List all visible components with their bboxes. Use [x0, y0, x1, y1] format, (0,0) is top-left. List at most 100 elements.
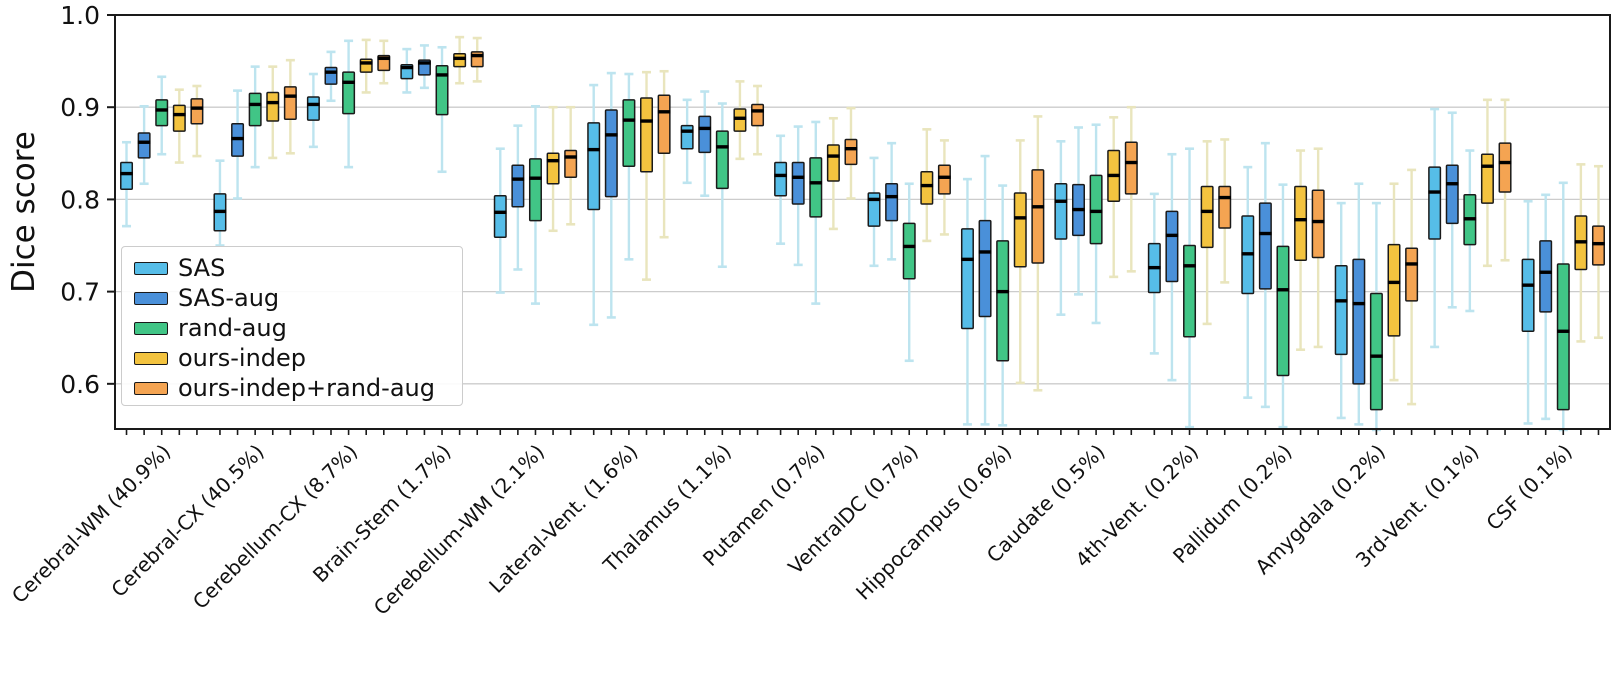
box-ours-indep+rand-aug-4	[564, 149, 578, 179]
box-SAS-aug-0	[137, 132, 151, 159]
box-rand-aug-0	[155, 99, 169, 127]
box-SAS-9	[960, 228, 974, 330]
box-rand-aug-5	[622, 99, 636, 167]
y-tick-label: 0.7	[60, 278, 100, 307]
whiskers	[122, 35, 1603, 432]
box-ours-indep+rand-aug-7	[844, 138, 858, 166]
box-SAS-aug-9	[978, 219, 992, 318]
box-SAS-aug-7	[791, 161, 805, 205]
box-ours-indep+rand-aug-8	[937, 164, 951, 195]
legend-label: SAS	[178, 254, 226, 282]
box-ours-indep+rand-aug-9	[1031, 169, 1045, 264]
box-ours-indep-0	[172, 104, 186, 132]
box-ours-indep-6	[733, 108, 747, 132]
box-rand-aug-12	[1276, 245, 1290, 377]
box-ours-indep-14	[1480, 153, 1494, 204]
x-tick-label: CSF (0.1%)	[1481, 440, 1576, 535]
legend-item-SAS: SAS	[134, 253, 462, 283]
box-ours-indep+rand-aug-5	[657, 94, 671, 155]
boxes	[120, 51, 1605, 411]
box-ours-indep+rand-aug-6	[751, 103, 765, 127]
box-rand-aug-10	[1089, 174, 1103, 245]
legend-item-rand-aug: rand-aug	[134, 313, 462, 343]
legend-swatch-icon	[134, 351, 168, 365]
box-rand-aug-3	[435, 64, 449, 116]
box-ours-indep-1	[266, 91, 280, 122]
box-rand-aug-4	[528, 158, 542, 222]
legend-swatch-icon	[134, 321, 168, 335]
legend: SAS SAS-aug rand-aug ours-indep ours-indep+r…	[121, 246, 463, 406]
box-SAS-aug-14	[1445, 164, 1459, 225]
legend-label: ours-indep+rand-aug	[178, 374, 435, 402]
box-rand-aug-1	[248, 92, 262, 127]
box-ours-indep-7	[826, 144, 840, 182]
box-SAS-aug-6	[698, 115, 712, 154]
box-SAS-5	[587, 122, 601, 211]
legend-label: ours-indep	[178, 344, 307, 372]
legend-swatch-icon	[134, 381, 168, 395]
box-ours-indep+rand-aug-12	[1311, 189, 1325, 259]
box-SAS-8	[867, 192, 881, 227]
y-tick-label: 1.0	[60, 1, 100, 30]
box-ours-indep-11	[1200, 185, 1214, 249]
box-ours-indep+rand-aug-11	[1218, 185, 1232, 229]
y-tick-label: 0.8	[60, 185, 100, 214]
box-ours-indep+rand-aug-15	[1591, 225, 1605, 266]
box-SAS-6	[680, 124, 694, 150]
box-SAS-aug-15	[1539, 240, 1553, 313]
legend-item-ours-indep+rand-aug: ours-indep+rand-aug	[134, 373, 462, 403]
box-ours-indep+rand-aug-13	[1405, 247, 1419, 302]
box-rand-aug-13	[1369, 292, 1383, 411]
legend-item-ours-indep: ours-indep	[134, 343, 462, 373]
box-SAS-0	[120, 161, 134, 191]
box-ours-indep-4	[546, 152, 560, 185]
box-rand-aug-8	[902, 222, 916, 280]
legend-swatch-icon	[134, 261, 168, 275]
box-ours-indep-8	[920, 170, 934, 205]
y-axis-label: Dice score	[6, 131, 42, 293]
box-ours-indep+rand-aug-1	[283, 86, 297, 120]
x-tick-label: Cerebellum-WM (2.1%)	[369, 440, 549, 620]
y-tick-label: 0.9	[60, 93, 100, 122]
box-ours-indep-12	[1294, 185, 1308, 262]
box-ours-indep-5	[640, 97, 654, 173]
box-rand-aug-6	[715, 130, 729, 190]
box-SAS-aug-5	[604, 109, 618, 198]
legend-label: rand-aug	[178, 314, 287, 342]
box-SAS-13	[1334, 265, 1348, 356]
box-SAS-4	[493, 194, 507, 238]
box-SAS-aug-2	[324, 66, 338, 85]
box-ours-indep+rand-aug-0	[190, 98, 204, 125]
legend-swatch-icon	[134, 291, 168, 305]
box-ours-indep+rand-aug-10	[1124, 141, 1138, 195]
x-tick-label: Cerebellum-CX (8.7%)	[188, 440, 362, 614]
box-SAS-aug-13	[1352, 258, 1366, 385]
box-SAS-2	[306, 96, 320, 121]
box-ours-indep-3	[453, 52, 467, 68]
legend-label: SAS-aug	[178, 284, 280, 312]
box-ours-indep-2	[359, 58, 373, 73]
box-SAS-7	[774, 161, 788, 197]
box-rand-aug-15	[1556, 263, 1570, 411]
y-axis-ticks: 1.0 0.9 0.8 0.7 0.6	[60, 1, 115, 399]
x-tick-label: Hippocampus (0.6%)	[851, 440, 1016, 605]
box-SAS-aug-4	[511, 164, 525, 208]
box-ours-indep+rand-aug-14	[1498, 142, 1512, 193]
box-rand-aug-9	[996, 240, 1010, 362]
x-tick-label: Cerebral-WM (40.9%)	[7, 440, 175, 608]
box-SAS-aug-8	[885, 182, 899, 222]
box-SAS-14	[1428, 166, 1442, 240]
y-tick-label: 0.6	[60, 370, 100, 399]
box-rand-aug-11	[1183, 244, 1197, 338]
box-ours-indep-13	[1387, 243, 1401, 337]
box-ours-indep-9	[1013, 192, 1027, 268]
legend-item-SAS-aug: SAS-aug	[134, 283, 462, 313]
box-rand-aug-7	[809, 157, 823, 218]
x-tick-label: Cerebral-CX (40.5%)	[106, 440, 268, 602]
axes-spines	[114, 14, 1611, 430]
box-rand-aug-2	[342, 71, 356, 115]
box-SAS-aug-11	[1165, 210, 1179, 283]
box-SAS-15	[1521, 258, 1535, 333]
